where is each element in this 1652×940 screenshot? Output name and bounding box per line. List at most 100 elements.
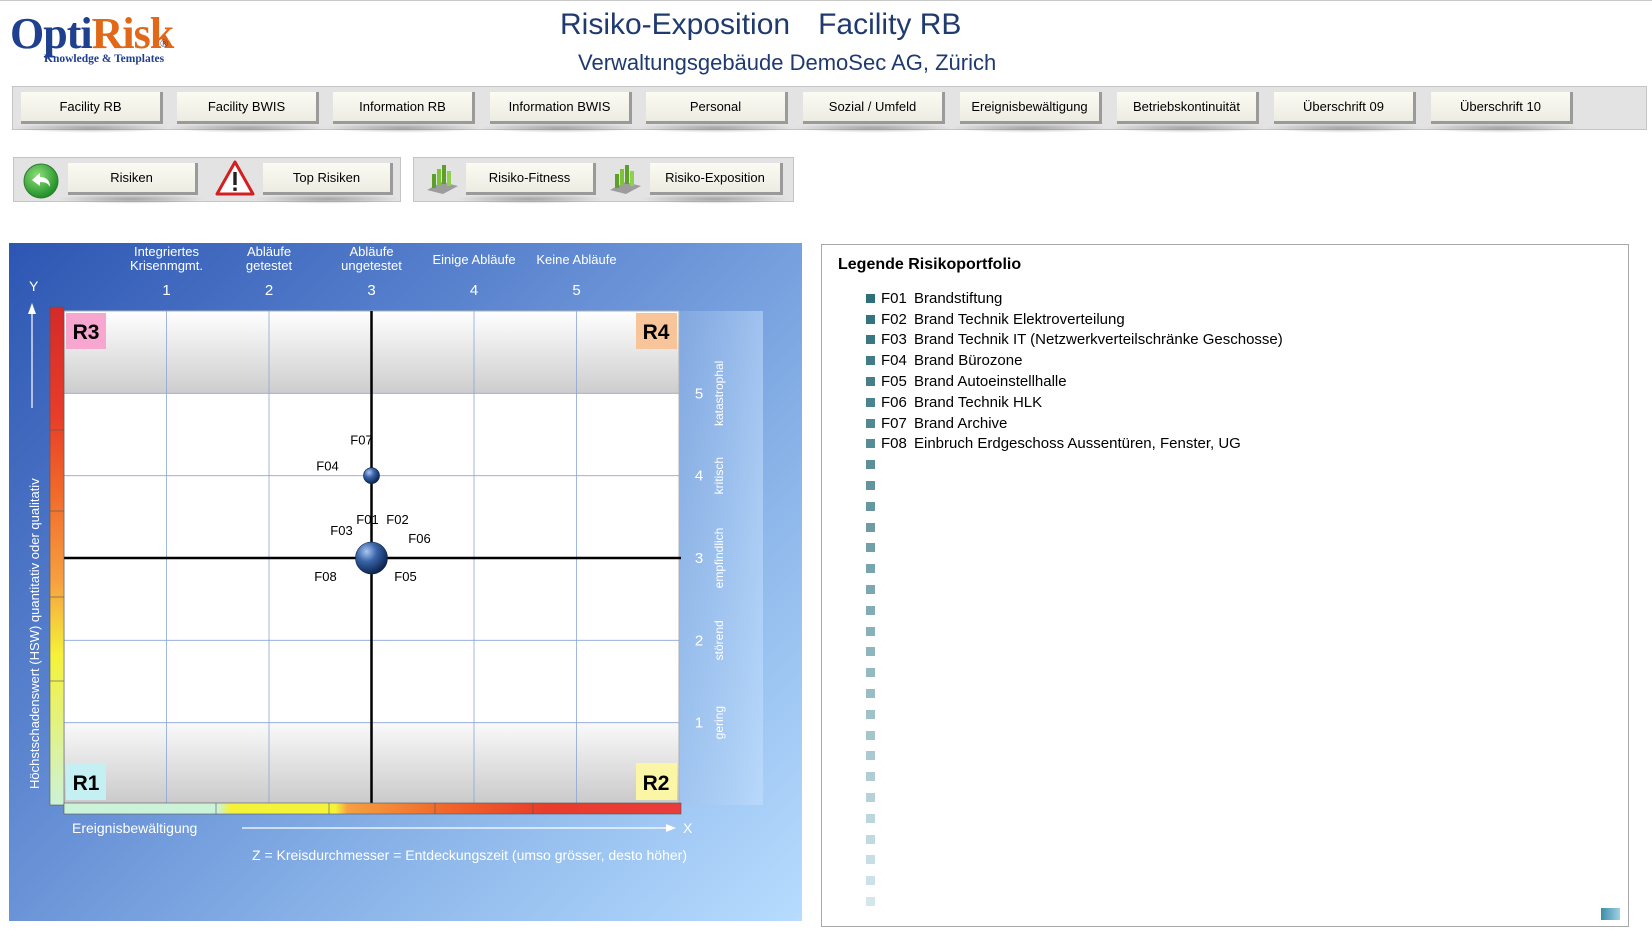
legend-marker xyxy=(866,481,875,491)
legend-item xyxy=(866,891,1283,912)
legend-item: F07 Brand Archive xyxy=(866,413,1283,434)
legend-item-code: F08 xyxy=(881,435,907,453)
x-tick-label: 2 xyxy=(265,282,273,299)
back-arrow-icon[interactable] xyxy=(22,162,60,200)
legend-marker xyxy=(866,543,875,553)
nav-information-rb[interactable]: Information RB xyxy=(323,92,482,133)
legend-item-text: Einbruch Erdgeschoss Aussentüren, Fenste… xyxy=(914,435,1241,453)
legend-item: F02 Brand Technik Elektroverteilung xyxy=(866,309,1283,330)
legend-marker xyxy=(866,855,875,865)
risk-bubble[interactable] xyxy=(363,467,380,484)
legend-item xyxy=(866,787,1283,808)
nav-ueberschrift-09[interactable]: Überschrift 09 xyxy=(1264,92,1423,133)
x-axis-letter: X xyxy=(683,820,693,836)
nav-facility-rb[interactable]: Facility RB xyxy=(11,92,170,133)
nav-sozial-umfeld[interactable]: Sozial / Umfeld xyxy=(793,92,952,133)
bar-chart-icon[interactable] xyxy=(424,160,460,196)
legend-item xyxy=(866,454,1283,475)
legend-marker xyxy=(866,772,875,782)
legend-item xyxy=(866,850,1283,871)
risk-bubble[interactable] xyxy=(355,541,388,575)
legend-item xyxy=(866,662,1283,683)
x-tick-label: 1 xyxy=(162,282,170,299)
legend-item xyxy=(866,829,1283,850)
legend-marker xyxy=(866,813,875,823)
nav-ereignisbewaeltigung[interactable]: Ereignisbewältigung xyxy=(950,92,1109,133)
logo-registered: ® xyxy=(160,38,169,50)
y-category-label: störend xyxy=(712,620,726,660)
legend-item xyxy=(866,621,1283,642)
nav-information-bwis[interactable]: Information BWIS xyxy=(480,92,639,133)
x-severity-scale xyxy=(63,802,682,815)
legend-item-text: Brand Technik Elektroverteilung xyxy=(914,310,1125,328)
page-subtitle: Verwaltungsgebäude DemoSec AG, Zürich xyxy=(578,50,997,75)
legend-marker xyxy=(866,293,875,303)
point-label: F06 xyxy=(408,531,430,546)
y-category-label: kritisch xyxy=(712,457,726,494)
legend-item-code: F04 xyxy=(881,352,907,370)
nav-facility-bwis[interactable]: Facility BWIS xyxy=(167,92,326,133)
nav-ueberschrift-10[interactable]: Überschrift 10 xyxy=(1421,92,1580,133)
legend-marker xyxy=(866,689,875,699)
legend-marker xyxy=(866,335,875,345)
y-tick-label: 2 xyxy=(695,632,703,649)
logo-tagline: Knowledge & Templates xyxy=(44,53,165,65)
legend-marker xyxy=(866,897,875,906)
z-axis-note: Z = Kreisdurchmesser = Entdeckungszeit (… xyxy=(252,847,687,863)
risiko-exposition-button[interactable]: Risiko-Exposition xyxy=(640,163,790,204)
legend-list: F01 Brandstiftung F02 Brand Technik Elektro… xyxy=(866,288,1283,912)
x-category-label: Krisenmgmt. xyxy=(130,258,203,273)
legend-item xyxy=(866,558,1283,579)
legend-item-text: Brandstiftung xyxy=(914,289,1003,307)
y-category-label: empfindlich xyxy=(712,528,726,589)
legend-marker xyxy=(866,314,875,324)
legend-marker xyxy=(866,626,875,636)
quadrant-r3: R3 xyxy=(73,321,100,344)
x-tick-label: 3 xyxy=(367,282,375,299)
legend-marker xyxy=(866,793,875,803)
risk-portfolio-chart: R3 R4 R1 R2 Y X Höchstschadenswert (HSW)… xyxy=(9,243,802,921)
legend-resize-handle[interactable] xyxy=(1601,908,1620,920)
legend-item: F03 Brand Technik IT (Netzwerkverteilschr… xyxy=(866,330,1283,351)
top-risiken-button[interactable]: Top Risiken xyxy=(253,163,400,204)
legend-item xyxy=(866,766,1283,787)
point-label: F08 xyxy=(314,569,336,584)
y-tick-label: 5 xyxy=(695,385,703,402)
legend-item-text: Brand Technik IT (Netzwerkverteilschränk… xyxy=(914,331,1283,349)
x-category-label: Keine Abläufe xyxy=(536,252,616,267)
point-label: F07 xyxy=(350,433,372,448)
legend-item-code: F01 xyxy=(881,289,907,307)
nav-personal[interactable]: Personal xyxy=(636,92,795,133)
x-category-label: Abläufe xyxy=(349,244,393,259)
risiken-button[interactable]: Risiken xyxy=(58,163,205,204)
y-severity-scale xyxy=(49,306,65,806)
page-title-right: Facility RB xyxy=(818,8,962,41)
legend-item: F08 Einbruch Erdgeschoss Aussentüren, Fen… xyxy=(866,434,1283,455)
logo-word-opti: Opti xyxy=(10,9,93,58)
legend-item-text: Brand Autoeinstellhalle xyxy=(914,373,1067,391)
y-axis-letter: Y xyxy=(29,278,39,294)
legend-item-text: Brand Bürozone xyxy=(914,352,1023,370)
legend-marker xyxy=(866,439,875,449)
legend-item-text: Brand Archive xyxy=(914,414,1008,432)
warning-icon[interactable] xyxy=(215,160,255,196)
top-border xyxy=(0,0,1652,1)
legend-marker xyxy=(866,709,875,719)
legend-marker xyxy=(866,397,875,407)
x-category-label: Integriertes xyxy=(134,244,200,259)
legend-item-code: F05 xyxy=(881,373,907,391)
legend-item xyxy=(866,475,1283,496)
y-category-label: gering xyxy=(712,706,726,739)
legend-item: F01 Brandstiftung xyxy=(866,288,1283,309)
y-tick-label: 4 xyxy=(695,468,703,485)
legend-panel: Legende Risikoportfolio F01 Brandstiftung… xyxy=(821,244,1629,927)
legend-item-code: F02 xyxy=(881,310,907,328)
legend-item xyxy=(866,683,1283,704)
bar-chart-icon[interactable] xyxy=(607,160,643,196)
legend-marker xyxy=(866,585,875,595)
legend-marker xyxy=(866,647,875,657)
legend-item xyxy=(866,725,1283,746)
point-label: F05 xyxy=(394,569,416,584)
risiko-fitness-button[interactable]: Risiko-Fitness xyxy=(456,163,603,204)
nav-betriebskontinuitaet[interactable]: Betriebskontinuität xyxy=(1107,92,1266,133)
